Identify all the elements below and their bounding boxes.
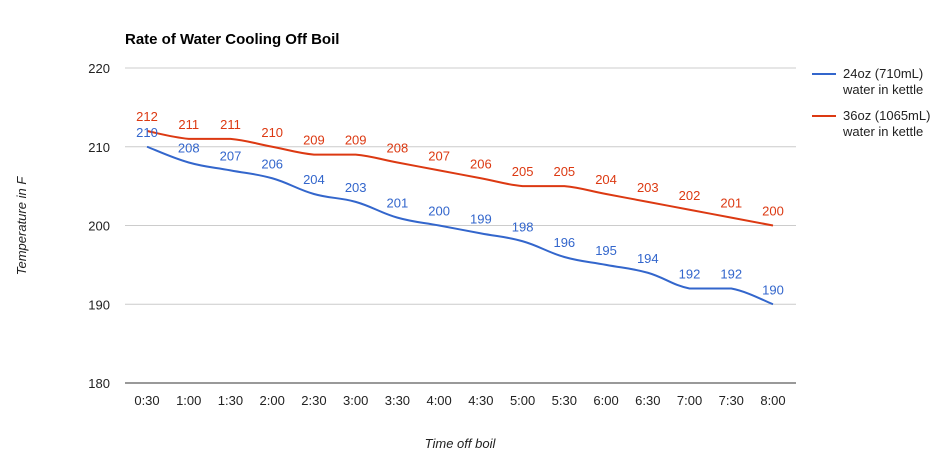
series-lines (146, 130, 774, 306)
legend-label-36oz: 36oz (1065mL) (843, 108, 930, 123)
data-label-36oz: 203 (637, 180, 659, 195)
legend-label-36oz: water in kettle (842, 124, 923, 139)
data-label-36oz: 206 (470, 156, 492, 171)
data-label-24oz: 210 (136, 125, 158, 140)
data-label-24oz: 198 (512, 219, 534, 234)
legend-label-24oz: water in kettle (842, 82, 923, 97)
data-label-24oz: 199 (470, 211, 492, 226)
x-tick-label: 7:30 (719, 393, 744, 408)
gridlines (125, 67, 796, 384)
data-label-36oz: 211 (220, 117, 241, 132)
data-label-36oz: 212 (136, 109, 158, 124)
data-label-36oz: 209 (303, 133, 325, 148)
x-tick-label: 5:00 (510, 393, 535, 408)
y-axis-title: Temperature in F (14, 176, 29, 276)
y-tick-label: 190 (88, 297, 110, 312)
x-tick-label: 2:30 (301, 393, 326, 408)
x-tick-label: 5:30 (552, 393, 577, 408)
data-label-24oz: 201 (387, 196, 409, 211)
data-label-36oz: 201 (720, 196, 742, 211)
data-label-24oz: 195 (595, 243, 617, 258)
data-label-36oz: 207 (428, 148, 450, 163)
y-tick-label: 210 (88, 140, 110, 155)
data-labels: 210 208 207 206 204 203 201 200 199 198 196 195 194 1… (136, 109, 784, 297)
y-axis-ticks: 220 210 200 190 180 (88, 61, 110, 391)
data-label-36oz: 208 (387, 141, 409, 156)
x-axis-ticks: 0:30 1:00 1:30 2:00 2:30 3:00 3:30 4:00 4:30 5:00… (134, 393, 785, 408)
data-label-24oz: 192 (720, 267, 742, 282)
data-label-36oz: 210 (261, 125, 283, 140)
data-label-36oz: 205 (553, 164, 575, 179)
legend-label-24oz: 24oz (710mL) (843, 66, 923, 81)
data-label-24oz: 207 (220, 148, 242, 163)
x-tick-label: 1:00 (176, 393, 201, 408)
data-label-24oz: 194 (637, 251, 659, 266)
y-tick-label: 200 (88, 219, 110, 234)
data-label-24oz: 192 (679, 267, 701, 282)
data-label-36oz: 202 (679, 188, 701, 203)
x-tick-label: 4:30 (468, 393, 493, 408)
chart-title: Rate of Water Cooling Off Boil (125, 31, 339, 48)
y-tick-label: 180 (88, 376, 110, 391)
x-tick-label: 6:00 (593, 393, 618, 408)
x-tick-label: 7:00 (677, 393, 702, 408)
x-tick-label: 6:30 (635, 393, 660, 408)
x-axis-title: Time off boil (425, 436, 497, 451)
data-label-24oz: 208 (178, 141, 200, 156)
x-tick-label: 3:00 (343, 393, 368, 408)
data-label-36oz: 204 (595, 172, 617, 187)
data-label-36oz: 205 (512, 164, 534, 179)
x-tick-label: 2:00 (260, 393, 285, 408)
data-label-24oz: 203 (345, 180, 367, 195)
data-label-36oz: 200 (762, 204, 784, 219)
x-tick-label: 1:30 (218, 393, 243, 408)
data-label-36oz: 209 (345, 133, 367, 148)
data-label-24oz: 196 (553, 235, 575, 250)
series-line-24oz (146, 145, 774, 306)
x-tick-label: 4:00 (426, 393, 451, 408)
data-label-24oz: 204 (303, 172, 325, 187)
x-tick-label: 8:00 (760, 393, 785, 408)
series-line-36oz (146, 130, 774, 227)
data-label-36oz: 211 (178, 117, 199, 132)
x-tick-label: 3:30 (385, 393, 410, 408)
y-tick-label: 220 (88, 61, 110, 76)
data-label-24oz: 200 (428, 204, 450, 219)
data-label-24oz: 206 (261, 156, 283, 171)
data-label-24oz: 190 (762, 282, 784, 297)
x-tick-label: 0:30 (134, 393, 159, 408)
